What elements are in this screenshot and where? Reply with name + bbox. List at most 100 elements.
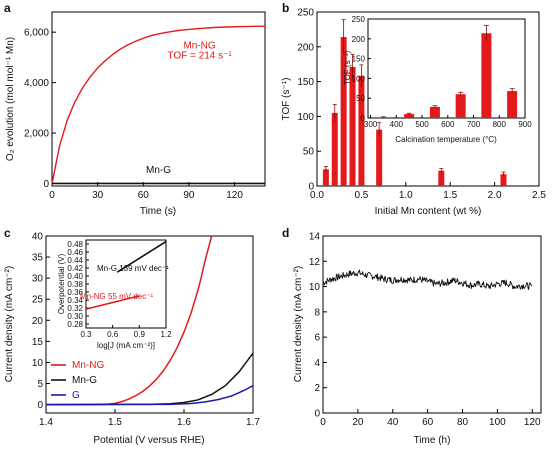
panel-b-xtick-label: 1.5 [443, 190, 457, 201]
panel-d-xtick-label: 40 [387, 417, 399, 428]
panel-b: b 0.0 0.5 1.0 1.5 2.0 2.5 0 50 100 150 200 250 Init… [281, 1, 546, 217]
panel-c-ylabel: Current density (mA cm⁻²) [4, 266, 15, 382]
panel-d-xtick-label: 80 [457, 417, 469, 428]
panel-c-inset-xtick-label: 0.9 [134, 330, 146, 339]
panel-b-bar [358, 76, 365, 186]
panel-b-inset-bar [481, 33, 492, 119]
panel-c-inset-xtick-label: 1.2 [160, 330, 172, 339]
panel-d-ytick-label: 12 [309, 257, 321, 268]
panel-c-inset-xtick-label: 0.3 [80, 330, 92, 339]
panel-a-ytick-label: 2,000 [24, 129, 49, 140]
panel-c-ytick-label: 10 [32, 358, 44, 369]
panel-c-ytick-label: 15 [32, 337, 44, 348]
panel-c-inset-series-0 [116, 240, 167, 273]
panel-d-ytick-label: 10 [309, 282, 321, 293]
panel-a-xtick-label: 120 [226, 190, 243, 201]
panel-c-inset-xlabel: log[J (mA cm⁻²)] [97, 341, 155, 350]
panel-c-ytick-label: 35 [32, 253, 44, 264]
panel-b-inset-xtick-label: 600 [441, 120, 455, 129]
panel-c-legend-label: Mn-G [72, 375, 97, 386]
panel-b-bar [438, 170, 445, 186]
panel-a-xtick-label: 30 [92, 190, 104, 201]
panel-b-bar [349, 66, 356, 186]
panel-b-plot-frame [316, 11, 540, 187]
panel-b-ytick-label: 150 [297, 77, 314, 88]
panel-b-bar [340, 37, 347, 186]
panel-a-annotation-2: Mn-G [146, 165, 171, 176]
panel-b-inset-frame [367, 18, 526, 119]
panel-c-xtick-label: 1.5 [108, 417, 122, 428]
panel-b-inset-bar [455, 94, 466, 118]
panel-b-inset-ylabel: TOF (s⁻¹) [343, 51, 352, 86]
panel-b-xtick-label: 2.0 [488, 190, 502, 201]
panel-d-xtick-label: 20 [352, 417, 364, 428]
panel-c-inset-ytick-label: 0.38 [67, 280, 83, 289]
panel-b-inset-bar [378, 117, 389, 118]
panel-d-xtick-label: 60 [422, 417, 434, 428]
panel-b-xlabel: Initial Mn content (wt %) [375, 206, 482, 217]
panel-d-ytick-label: 0 [314, 409, 320, 420]
panel-c-plot-frame [45, 235, 254, 414]
panel-b-ytick-label: 250 [297, 8, 314, 19]
panel-b-ticks: 0.0 0.5 1.0 1.5 2.0 2.5 0 50 100 150 200 250 [297, 8, 546, 202]
panel-b-inset-ytick-label: 150 [352, 55, 366, 64]
panel-c-inset: 0.3 0.6 0.9 1.2 0.280.300.320.340.360.380.40… [57, 239, 172, 350]
panel-b-inset-xtick-label: 700 [467, 120, 481, 129]
panel-b-inset-bar [429, 106, 440, 118]
panel-a-ylabel: O₂ evolution (mol mol⁻¹ Mn) [5, 37, 16, 161]
panel-a-annotation-1: TOF = 214 s⁻¹ [167, 51, 232, 62]
panel-c-series-g [46, 384, 253, 406]
panel-a-plot-frame [51, 11, 266, 187]
panel-a-annotation-0: Mn-NG [183, 41, 215, 52]
panel-a-letter: a [4, 1, 11, 15]
panel-c-inset-frame [85, 239, 167, 329]
panel-d-series-stability [322, 269, 533, 290]
panel-c-inset-ytick-label: 0.34 [67, 296, 83, 305]
panel-d-ticks: 0 20 40 60 80 100 120 0 2 4 6 8 10 12 14 [309, 232, 541, 429]
panel-c-inset-ytick-label: 0.30 [67, 312, 83, 321]
panel-a-xlabel: Time (s) [140, 206, 176, 217]
panel-a-ytick-label: 6,000 [24, 28, 49, 39]
panel-c-inset-series-1 [85, 295, 140, 310]
panel-c-letter: c [4, 226, 11, 240]
panel-c-ytick-label: 30 [32, 274, 44, 285]
panel-c-legend: Mn-NG Mn-G G [51, 360, 104, 401]
panel-c-inset-series: Mn-G 139 mV dec⁻¹ Mn-NG 55 mV dec⁻¹ [80, 240, 169, 310]
panel-c-inset-label-mn-ng: Mn-NG 55 mV dec⁻¹ [80, 292, 153, 301]
panel-d-xlabel: Time (h) [414, 435, 451, 446]
panel-c-inset-ytick-label: 0.40 [67, 272, 83, 281]
panel-c-ytick-label: 40 [32, 232, 44, 243]
panel-b-inset-xtick-label: 500 [415, 120, 429, 129]
panel-a-xtick-label: 0 [49, 190, 55, 201]
panel-a-ticks: 0 30 60 90 120 0 2,000 4,000 6,000 [24, 28, 243, 201]
panel-c-inset-label-mn-g: Mn-G 139 mV dec⁻¹ [97, 264, 169, 273]
panel-d: d 0 20 40 60 80 100 120 0 2 4 6 8 10 12 14 Time (h) Cu… [282, 226, 542, 446]
panel-c: c 1.4 1.5 1.6 1.7 0 5 10 15 20 25 30 35 40 Potential… [4, 226, 260, 446]
panel-b-inset-ytick-label: 100 [352, 74, 366, 83]
panel-c-inset-ytick-label: 0.44 [67, 256, 83, 265]
panel-b-inset-bar [507, 91, 518, 118]
panel-b-xtick-label: 2.5 [532, 190, 546, 201]
panel-b-ytick-label: 100 [297, 112, 314, 123]
panel-b-ytick-label: 50 [303, 147, 315, 158]
panel-b-inset-xtick-label: 800 [493, 120, 507, 129]
panel-b-bar [376, 129, 383, 186]
panel-a-ytick-label: 0 [43, 179, 49, 190]
panel-b-inset-xtick-label: 400 [390, 120, 404, 129]
panel-c-xtick-label: 1.6 [177, 417, 191, 428]
panel-c-inset-xtick-label: 0.6 [107, 330, 119, 339]
panel-c-ytick-label: 0 [37, 400, 43, 411]
panel-c-ytick-label: 5 [37, 379, 43, 390]
panel-c-series [46, 236, 253, 406]
panel-b-inset-ytick-label: 250 [352, 15, 366, 24]
panel-b-inset-bars [378, 24, 518, 119]
panel-d-ytick-label: 6 [314, 333, 320, 344]
panel-c-inset-ytick-label: 0.36 [67, 288, 83, 297]
panel-b-xtick-label: 0.0 [310, 190, 324, 201]
panel-a-series-mn-ng [51, 25, 266, 184]
panel-b-xtick-label: 0.5 [354, 190, 368, 201]
panel-b-bar [322, 169, 329, 186]
panel-d-letter: d [282, 226, 289, 240]
